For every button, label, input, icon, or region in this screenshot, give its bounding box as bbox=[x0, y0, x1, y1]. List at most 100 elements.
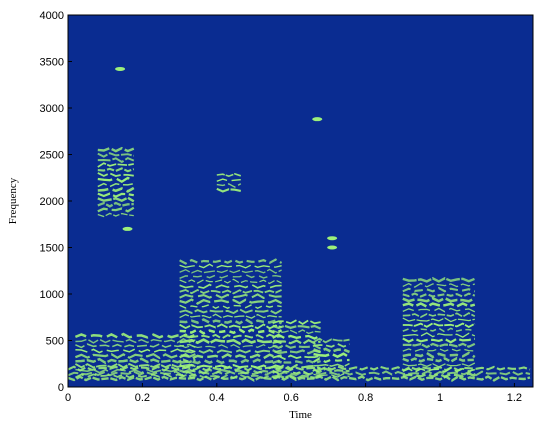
energy-streak bbox=[97, 206, 135, 213]
energy-streak bbox=[179, 278, 282, 285]
y-tick-label: 2500 bbox=[40, 150, 64, 162]
x-tick-label: 0.2 bbox=[135, 392, 150, 404]
energy-streak bbox=[97, 162, 134, 168]
energy-streak bbox=[313, 342, 350, 348]
x-axis-label: Time bbox=[289, 409, 312, 421]
energy-region-4 bbox=[216, 173, 242, 193]
energy-streak bbox=[179, 328, 283, 335]
energy-streak bbox=[97, 176, 135, 184]
energy-streak bbox=[179, 258, 283, 265]
energy-streak bbox=[97, 212, 134, 218]
energy-spot-2 bbox=[312, 117, 323, 122]
energy-streak bbox=[179, 323, 282, 330]
energy-streak bbox=[179, 349, 282, 355]
energy-streak bbox=[179, 268, 282, 274]
y-tick-label: 3500 bbox=[40, 57, 64, 69]
energy-streak bbox=[179, 358, 282, 365]
energy-streak bbox=[179, 353, 282, 360]
energy-streak bbox=[402, 356, 475, 364]
energy-streak bbox=[272, 338, 321, 346]
energy-streak bbox=[402, 322, 476, 329]
energy-streak bbox=[402, 302, 476, 309]
energy-streak bbox=[402, 337, 476, 344]
y-tick-label: 2000 bbox=[40, 196, 64, 208]
energy-region-1 bbox=[97, 146, 135, 218]
energy-spot-5 bbox=[122, 226, 133, 231]
x-axis: 0 0.2 0.4 0.6 0.8 1 1.2 bbox=[65, 383, 522, 404]
energy-streak bbox=[216, 187, 242, 193]
energy-streak bbox=[402, 327, 475, 333]
energy-streak bbox=[402, 351, 476, 359]
energy-streak bbox=[272, 333, 322, 340]
x-tick-label: 0.8 bbox=[358, 392, 373, 404]
energy-streak bbox=[313, 352, 351, 359]
energy-streak bbox=[216, 178, 241, 182]
energy-streak bbox=[75, 357, 196, 365]
energy-spot-1 bbox=[115, 66, 126, 71]
energy-streak bbox=[402, 276, 476, 283]
y-axis-label: Frequency bbox=[7, 177, 19, 224]
energy-streak bbox=[179, 273, 282, 279]
energy-streak bbox=[67, 365, 531, 372]
energy-streak bbox=[75, 347, 196, 354]
x-tick-label: 0.6 bbox=[284, 392, 299, 404]
energy-layer bbox=[67, 66, 531, 382]
energy-streak bbox=[272, 363, 322, 370]
energy-streak bbox=[272, 369, 321, 376]
energy-streak bbox=[313, 337, 350, 344]
x-tick-label: 1.2 bbox=[507, 392, 522, 404]
energy-streak bbox=[272, 343, 322, 350]
energy-streak bbox=[272, 359, 321, 365]
energy-streak bbox=[216, 183, 242, 188]
energy-streak bbox=[312, 357, 350, 364]
y-tick-label: 0 bbox=[58, 382, 64, 394]
energy-streak bbox=[97, 172, 134, 177]
energy-streak bbox=[74, 362, 196, 369]
energy-streak bbox=[402, 307, 476, 313]
energy-streak bbox=[179, 338, 283, 345]
energy-spot-3 bbox=[327, 236, 338, 241]
energy-streak bbox=[67, 370, 531, 377]
energy-streak bbox=[97, 146, 135, 153]
energy-streak bbox=[313, 347, 350, 354]
energy-streak bbox=[179, 313, 282, 319]
energy-streak bbox=[179, 344, 282, 349]
energy-streak bbox=[75, 338, 196, 344]
energy-spot-4 bbox=[327, 245, 338, 250]
energy-streak bbox=[97, 152, 135, 158]
energy-region-6 bbox=[312, 337, 351, 378]
energy-streak bbox=[179, 303, 282, 309]
energy-streak bbox=[272, 319, 321, 326]
y-tick-label: 4000 bbox=[40, 10, 64, 22]
energy-streak bbox=[402, 332, 476, 338]
energy-streak bbox=[402, 317, 475, 323]
energy-streak bbox=[402, 367, 475, 373]
energy-streak bbox=[402, 372, 476, 379]
energy-streak bbox=[272, 324, 322, 330]
energy-streak bbox=[67, 375, 531, 382]
y-axis: 0 500 1000 1500 2000 2500 3000 3500 4000 bbox=[40, 10, 72, 394]
energy-streak bbox=[272, 329, 321, 335]
energy-streak bbox=[97, 196, 135, 203]
energy-region-3 bbox=[179, 258, 283, 380]
y-tick-label: 1000 bbox=[40, 289, 64, 301]
energy-streak bbox=[179, 263, 282, 269]
energy-streak bbox=[74, 332, 196, 339]
energy-streak bbox=[402, 312, 476, 318]
energy-streak bbox=[97, 167, 135, 173]
energy-streak bbox=[179, 288, 282, 295]
energy-streak bbox=[313, 362, 350, 368]
energy-streak bbox=[74, 352, 196, 360]
energy-streak bbox=[402, 296, 476, 303]
energy-streak bbox=[97, 156, 135, 164]
energy-streak bbox=[312, 367, 350, 374]
energy-streak bbox=[272, 354, 321, 361]
energy-streak bbox=[402, 286, 476, 293]
energy-streak bbox=[402, 282, 475, 288]
energy-streak bbox=[402, 342, 476, 349]
energy-region-8 bbox=[67, 365, 531, 382]
energy-streak bbox=[179, 317, 283, 325]
energy-streak bbox=[75, 343, 196, 349]
energy-streak bbox=[179, 363, 282, 370]
x-tick-label: 1 bbox=[437, 392, 443, 404]
